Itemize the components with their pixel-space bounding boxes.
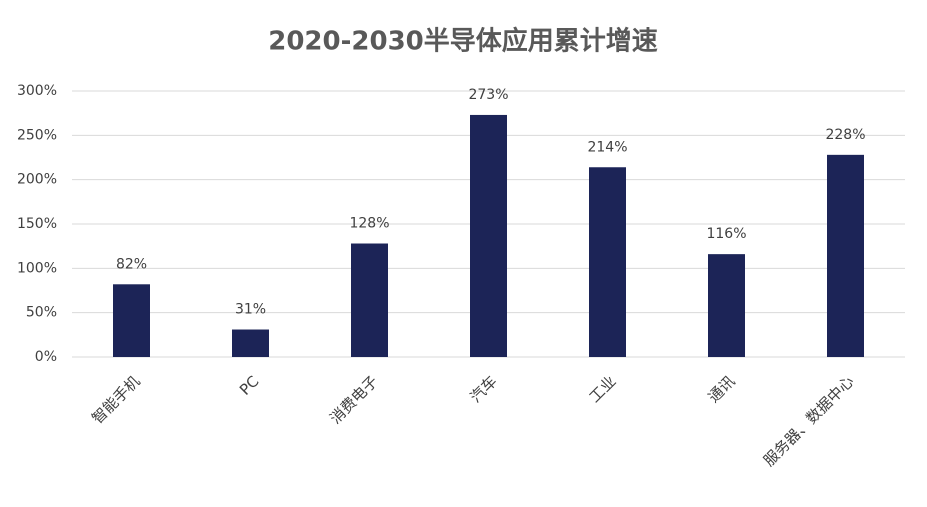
bar bbox=[827, 154, 864, 357]
y-tick-label: 100% bbox=[17, 260, 57, 276]
y-tick-label: 250% bbox=[17, 127, 57, 143]
value-label: 82% bbox=[116, 256, 147, 272]
x-tick-label: 消费电子 bbox=[326, 372, 381, 427]
x-tick-label: 工业 bbox=[586, 372, 620, 406]
value-label: 273% bbox=[468, 87, 508, 103]
y-tick-label: 50% bbox=[26, 305, 57, 321]
value-label: 128% bbox=[349, 216, 389, 232]
x-tick-label: 智能手机 bbox=[88, 372, 143, 427]
x-tick-label: 服务器、数据中心 bbox=[760, 372, 858, 470]
x-tick-label: 汽车 bbox=[467, 372, 501, 406]
value-label: 214% bbox=[587, 139, 627, 155]
x-tick-label: PC bbox=[236, 372, 263, 399]
y-tick-label: 300% bbox=[17, 83, 57, 99]
value-label: 116% bbox=[706, 226, 746, 242]
bar bbox=[232, 329, 269, 357]
y-tick-label: 0% bbox=[35, 349, 57, 365]
bar bbox=[470, 114, 507, 357]
x-tick-label: 通讯 bbox=[705, 372, 739, 406]
chart-title: 2020-2030半导体应用累计增速 bbox=[268, 26, 658, 57]
bar bbox=[589, 167, 626, 357]
bar bbox=[708, 254, 745, 357]
y-tick-label: 150% bbox=[17, 216, 57, 232]
value-label: 228% bbox=[825, 127, 865, 143]
y-tick-label: 200% bbox=[17, 172, 57, 188]
bar bbox=[113, 284, 150, 357]
value-label: 31% bbox=[235, 302, 266, 318]
bar bbox=[351, 243, 388, 357]
